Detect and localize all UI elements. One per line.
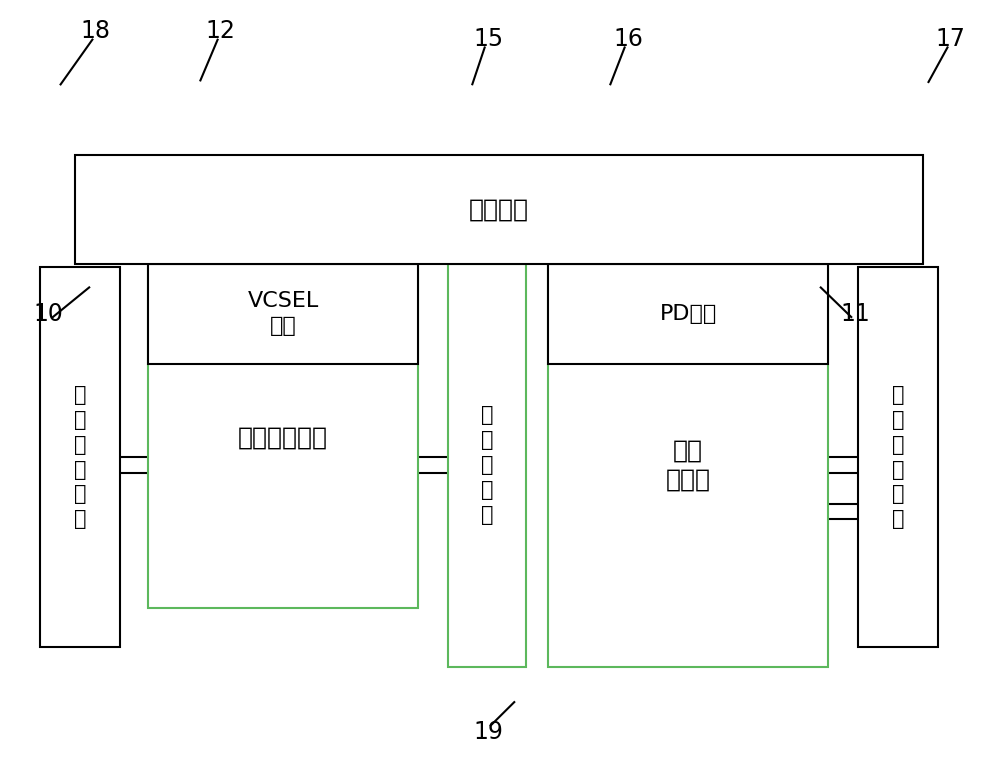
Text: 15: 15	[473, 27, 503, 50]
Text: VCSEL
器件: VCSEL 器件	[247, 291, 319, 336]
Bar	[40, 267, 120, 647]
Text: 跨阻
放大器: 跨阻 放大器	[666, 438, 710, 492]
Text: PD器件: PD器件	[659, 304, 717, 324]
Text: 驱动电路芯片: 驱动电路芯片	[238, 426, 328, 450]
Text: 18: 18	[80, 19, 110, 43]
Text: 11: 11	[840, 302, 870, 326]
Bar	[548, 264, 828, 364]
Bar	[148, 267, 418, 608]
Text: 复合波导: 复合波导	[469, 198, 529, 221]
Text: 19: 19	[473, 721, 503, 744]
Bar	[148, 264, 418, 364]
Text: 第
一
电
源
滤
波: 第 一 电 源 滤 波	[892, 385, 904, 529]
Bar	[858, 267, 938, 647]
Bar	[75, 155, 923, 264]
Bar	[448, 264, 526, 666]
Text: 17: 17	[935, 27, 965, 50]
Text: 16: 16	[613, 27, 643, 50]
Text: 12: 12	[205, 19, 235, 43]
Text: 10: 10	[33, 302, 63, 326]
Text: 第
二
电
源
滤
波: 第 二 电 源 滤 波	[74, 385, 86, 529]
Bar	[548, 264, 828, 666]
Text: 微
型
控
制
器: 微 型 控 制 器	[481, 405, 493, 525]
